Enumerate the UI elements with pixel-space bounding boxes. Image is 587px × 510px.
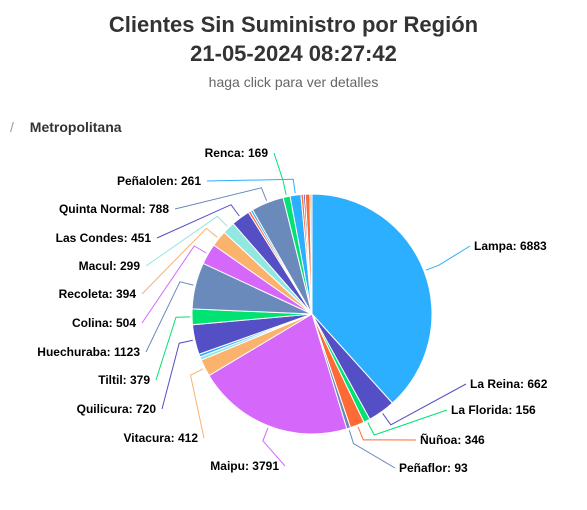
connector-line: [156, 204, 240, 239]
connector-line: [367, 409, 448, 436]
data-label[interactable]: La Reina: 662: [470, 377, 548, 391]
connector-line: [189, 368, 205, 439]
connector-line: [155, 316, 191, 381]
connector-line: [174, 187, 268, 210]
chart-timestamp: 21-05-2024 08:27:42: [190, 41, 397, 66]
data-label[interactable]: Las Condes: 451: [56, 231, 152, 245]
connector-line: [348, 430, 396, 469]
chart-subtitle: haga click para ver detalles: [208, 74, 379, 90]
connector-line: [206, 178, 296, 194]
data-label[interactable]: La Florida: 156: [451, 403, 536, 417]
pie-slice-maipu[interactable]: [208, 313, 348, 435]
data-label[interactable]: Vitacura: 412: [124, 431, 199, 445]
connector-line: [145, 215, 228, 267]
connector-line: [145, 281, 194, 353]
breadcrumb-current: Metropolitana: [29, 119, 122, 135]
connector-line: [141, 245, 207, 324]
data-label[interactable]: Peñaflor: 93: [399, 461, 468, 475]
breadcrumb: / Metropolitana: [10, 119, 122, 135]
data-label[interactable]: Recoleta: 394: [59, 287, 137, 301]
connector-line: [425, 245, 471, 271]
data-label[interactable]: Huechuraba: 1123: [37, 345, 140, 359]
connector-line: [273, 152, 287, 195]
chart-title: Clientes Sin Suministro por Región: [108, 12, 479, 37]
data-label[interactable]: Ñuñoa: 346: [420, 432, 485, 447]
pie-slice-unlabeled-24[interactable]: [309, 193, 313, 315]
data-label[interactable]: Tiltil: 379: [98, 373, 150, 387]
data-label[interactable]: Quilicura: 720: [77, 402, 157, 416]
connector-line: [262, 427, 286, 467]
data-label[interactable]: Peñalolen: 261: [117, 174, 201, 188]
data-label[interactable]: Maipu: 3791: [210, 459, 279, 473]
data-label[interactable]: Macul: 299: [79, 259, 141, 273]
data-label[interactable]: Quinta Normal: 788: [59, 202, 169, 216]
data-label[interactable]: Lampa: 6883: [474, 239, 547, 253]
connector-line: [357, 426, 417, 441]
connector-line: [141, 227, 218, 295]
data-label[interactable]: Renca: 169: [205, 146, 269, 160]
connector-line: [382, 383, 467, 426]
connector-line: [161, 339, 193, 410]
data-label[interactable]: Colina: 504: [72, 316, 136, 330]
pie-slice-lampa[interactable]: [311, 193, 433, 404]
breadcrumb-separator: /: [10, 119, 14, 135]
